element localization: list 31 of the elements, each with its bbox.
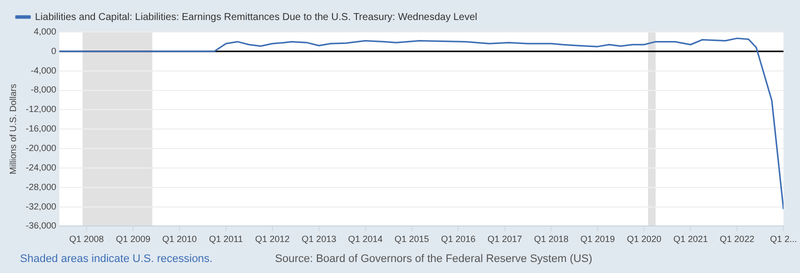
- y-tick-label: -36,000: [26, 220, 56, 231]
- legend-label: Liabilities and Capital: Liabilities: Earnings Remittances Due to the U.S. Treasury: Wednesday Level: [35, 12, 478, 23]
- x-tick-label: Q1 2018: [534, 234, 568, 244]
- x-tick-label: Q1 2...: [770, 234, 797, 244]
- x-tick-label: Q1 2008: [69, 234, 104, 244]
- x-tick-label: Q1 2020: [626, 234, 662, 244]
- x-tick-label: Q1 2019: [580, 234, 615, 244]
- y-tick-label: -32,000: [26, 201, 56, 212]
- y-tick-label: 4,000: [34, 26, 56, 36]
- y-tick-label: -28,000: [26, 182, 56, 192]
- text: Shaded areas indicate U.S. recessions.: [20, 253, 213, 265]
- x-tick-label: Q1 2010: [162, 234, 197, 244]
- x-tick-label: Q1 2012: [255, 234, 290, 244]
- x-tick-label: Q1 2009: [116, 234, 150, 244]
- y-tick-label: -4,000: [30, 65, 56, 76]
- y-axis-title: Millions of U.S. Dollars: [8, 83, 18, 174]
- x-tick-label: Q1 2014: [348, 234, 383, 244]
- y-tick-label: -16,000: [26, 124, 56, 134]
- x-tick-label: Q1 2013: [302, 234, 336, 244]
- x-tick-label: Q1 2022: [720, 234, 754, 244]
- x-tick-label: Q1 2016: [440, 234, 476, 244]
- y-tick-label: -24,000: [26, 162, 56, 172]
- x-tick-label: Q1 2017: [488, 234, 522, 244]
- x-tick-label: Q1 2021: [673, 234, 708, 244]
- y-tick-label: 0: [51, 46, 56, 56]
- y-tick-label: -8,000: [30, 84, 56, 95]
- y-tick-label: -20,000: [26, 143, 56, 154]
- x-tick-label: Q1 2015: [394, 234, 430, 244]
- source-note: Source: Board of Governors of the Federal Reserve System (US): [275, 253, 592, 265]
- x-tick-label: Q1 2011: [209, 234, 243, 244]
- y-tick-label: -12,000: [26, 104, 56, 114]
